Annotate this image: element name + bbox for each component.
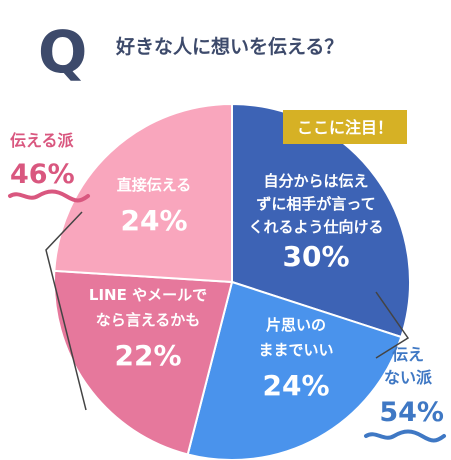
slice-2-label-line-1: 片思いの bbox=[266, 316, 326, 334]
group-right: 伝え ない派 54% bbox=[364, 291, 446, 443]
slice-1-label-line-2: ずに相手が言って bbox=[256, 195, 375, 213]
group-right-label-line2: ない派 bbox=[384, 368, 433, 387]
slice-3-label-line-2: なら言えるかも bbox=[96, 311, 201, 329]
slice-1-label-line-1: 自分からは伝え bbox=[263, 172, 368, 190]
slice-3-value: 22% bbox=[114, 339, 181, 372]
pie-slice-3 bbox=[52, 269, 234, 456]
pie bbox=[52, 102, 411, 460]
header: Q 好きな人に想いを伝える？ bbox=[38, 18, 343, 86]
slice-2-value: 24% bbox=[262, 369, 329, 402]
group-left: 伝える派 46% bbox=[8, 131, 90, 411]
pie-slice-2 bbox=[186, 280, 403, 460]
slice-4-value: 24% bbox=[120, 204, 187, 237]
slice-3-label-line-1: LINE やメールで bbox=[89, 286, 207, 304]
slice-1-value: 30% bbox=[282, 240, 349, 273]
callout-text: ここに注目！ bbox=[297, 118, 393, 137]
group-left-value: 46% bbox=[10, 159, 75, 190]
slice-1-label-line-3: くれるよう仕向ける bbox=[248, 218, 383, 236]
slice-2-label-line-2: ままでいい bbox=[258, 341, 333, 359]
q-letter: Q bbox=[38, 18, 87, 86]
pie-slice-4 bbox=[53, 102, 233, 284]
group-right-bracket bbox=[375, 291, 410, 359]
group-right-label-line1: 伝え bbox=[392, 345, 424, 364]
question-title: 好きな人に想いを伝える？ bbox=[115, 35, 343, 58]
callout-box bbox=[283, 110, 407, 144]
group-right-value: 54% bbox=[379, 397, 444, 428]
group-left-underline bbox=[8, 189, 90, 203]
pie-slice-1 bbox=[231, 102, 411, 339]
group-left-label: 伝える派 bbox=[10, 131, 75, 150]
slice-4-label-line-1: 直接伝える bbox=[117, 176, 192, 194]
group-right-underline bbox=[364, 429, 446, 443]
callout: ここに注目！ bbox=[283, 110, 407, 144]
group-left-bracket bbox=[45, 211, 87, 411]
